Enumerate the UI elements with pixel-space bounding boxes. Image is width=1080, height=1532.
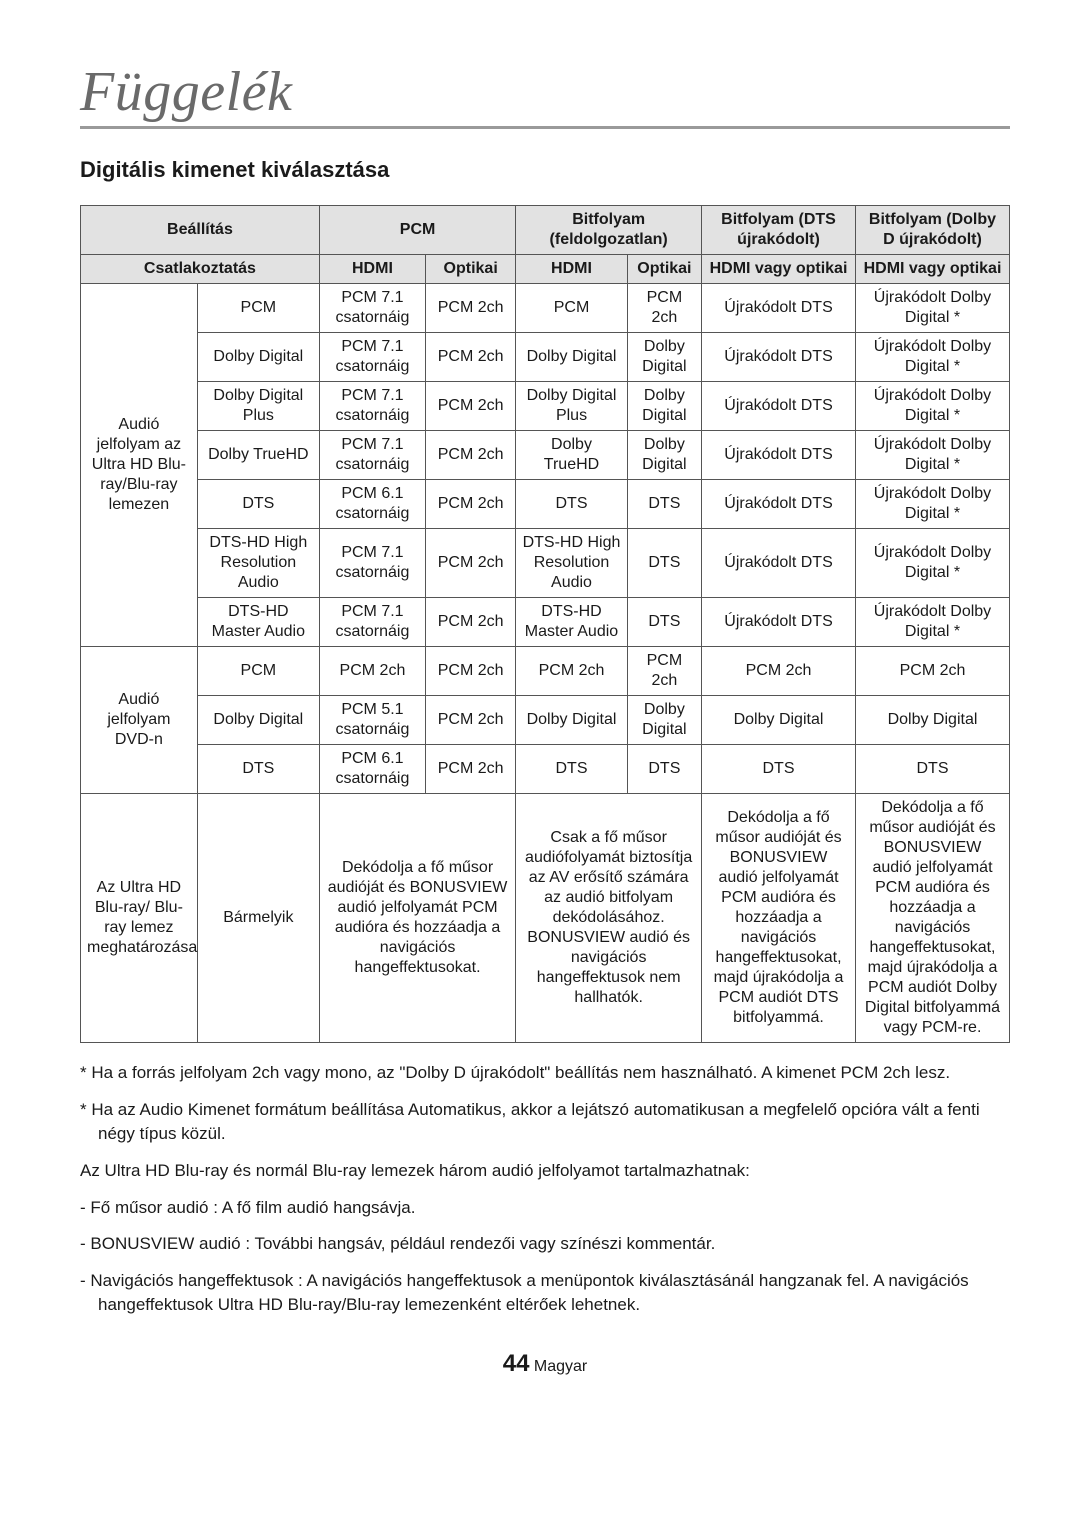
page-footer: 44 Magyar: [80, 1350, 1010, 1378]
th-hdmi1: HDMI: [319, 255, 425, 284]
th-opt2: Optikai: [627, 255, 701, 284]
row-label: Dolby TrueHD: [197, 431, 319, 480]
th-hdmi-opt1: HDMI vagy optikai: [702, 255, 856, 284]
th-bitfolyam-dts: Bitfolyam (DTS újrakódolt): [702, 206, 856, 255]
note-3: Az Ultra HD Blu-ray és normál Blu-ray le…: [80, 1159, 1010, 1184]
row-label: DTS-HD Master Audio: [197, 598, 319, 647]
row-label: DTS: [197, 745, 319, 794]
th-hdmi-opt2: HDMI vagy optikai: [855, 255, 1009, 284]
section-title: Digitális kimenet kiválasztása: [80, 157, 1010, 183]
th-bitfolyam-dolby: Bitfolyam (Dolby D újrakódolt): [855, 206, 1009, 255]
row-label: PCM: [197, 647, 319, 696]
table-row: Dolby DigitalPCM 5.1 csatornáigPCM 2chDo…: [81, 696, 1010, 745]
row-group-dvd: Audió jelfolyam DVD-n: [81, 647, 198, 794]
page-lang: Magyar: [534, 1358, 587, 1375]
output-table: Beállítás PCM Bitfolyam (feldolgozatlan)…: [80, 205, 1010, 1043]
row-label: DTS: [197, 480, 319, 529]
th-csatlakoztatas: Csatlakoztatás: [81, 255, 320, 284]
th-bitfolyam: Bitfolyam (feldolgozatlan): [516, 206, 702, 255]
row-label: Dolby Digital: [197, 696, 319, 745]
table-row: DTSPCM 6.1 csatornáigPCM 2chDTSDTSÚjrakó…: [81, 480, 1010, 529]
th-opt1: Optikai: [426, 255, 516, 284]
table-row: Dolby Digital PlusPCM 7.1 csatornáigPCM …: [81, 382, 1010, 431]
row-group-uhd: Audió jelfolyam az Ultra HD Blu-ray/Blu-…: [81, 284, 198, 647]
note-1: Ha a forrás jelfolyam 2ch vagy mono, az …: [80, 1061, 1010, 1086]
note-5: BONUSVIEW audió : További hangsáv, példá…: [80, 1232, 1010, 1257]
th-beallitas: Beállítás: [81, 206, 320, 255]
note-6: Navigációs hangeffektusok : A navigációs…: [80, 1269, 1010, 1318]
note-2: Ha az Audio Kimenet formátum beállítása …: [80, 1098, 1010, 1147]
notes-block: Ha a forrás jelfolyam 2ch vagy mono, az …: [80, 1061, 1010, 1318]
table-row-spec: Az Ultra HD Blu-ray/ Blu-ray lemez megha…: [81, 794, 1010, 1043]
page-title: Függelék: [80, 60, 1010, 129]
th-hdmi2: HDMI: [516, 255, 627, 284]
row-label: Dolby Digital: [197, 333, 319, 382]
note-4: Fő műsor audió : A fő film audió hangsáv…: [80, 1196, 1010, 1221]
row-group-spec: Az Ultra HD Blu-ray/ Blu-ray lemez megha…: [81, 794, 198, 1043]
table-row: DTS-HD High Resolution AudioPCM 7.1 csat…: [81, 529, 1010, 598]
row-label: Bármelyik: [197, 794, 319, 1043]
table-row: Dolby TrueHDPCM 7.1 csatornáigPCM 2chDol…: [81, 431, 1010, 480]
row-label: DTS-HD High Resolution Audio: [197, 529, 319, 598]
th-pcm: PCM: [319, 206, 515, 255]
table-row: Audió jelfolyam DVD-nPCMPCM 2chPCM 2chPC…: [81, 647, 1010, 696]
table-row: DTSPCM 6.1 csatornáigPCM 2chDTSDTSDTSDTS: [81, 745, 1010, 794]
row-label: Dolby Digital Plus: [197, 382, 319, 431]
page-number: 44: [503, 1350, 530, 1377]
table-row: Audió jelfolyam az Ultra HD Blu-ray/Blu-…: [81, 284, 1010, 333]
row-label: PCM: [197, 284, 319, 333]
table-row: Dolby DigitalPCM 7.1 csatornáigPCM 2chDo…: [81, 333, 1010, 382]
table-row: DTS-HD Master AudioPCM 7.1 csatornáigPCM…: [81, 598, 1010, 647]
